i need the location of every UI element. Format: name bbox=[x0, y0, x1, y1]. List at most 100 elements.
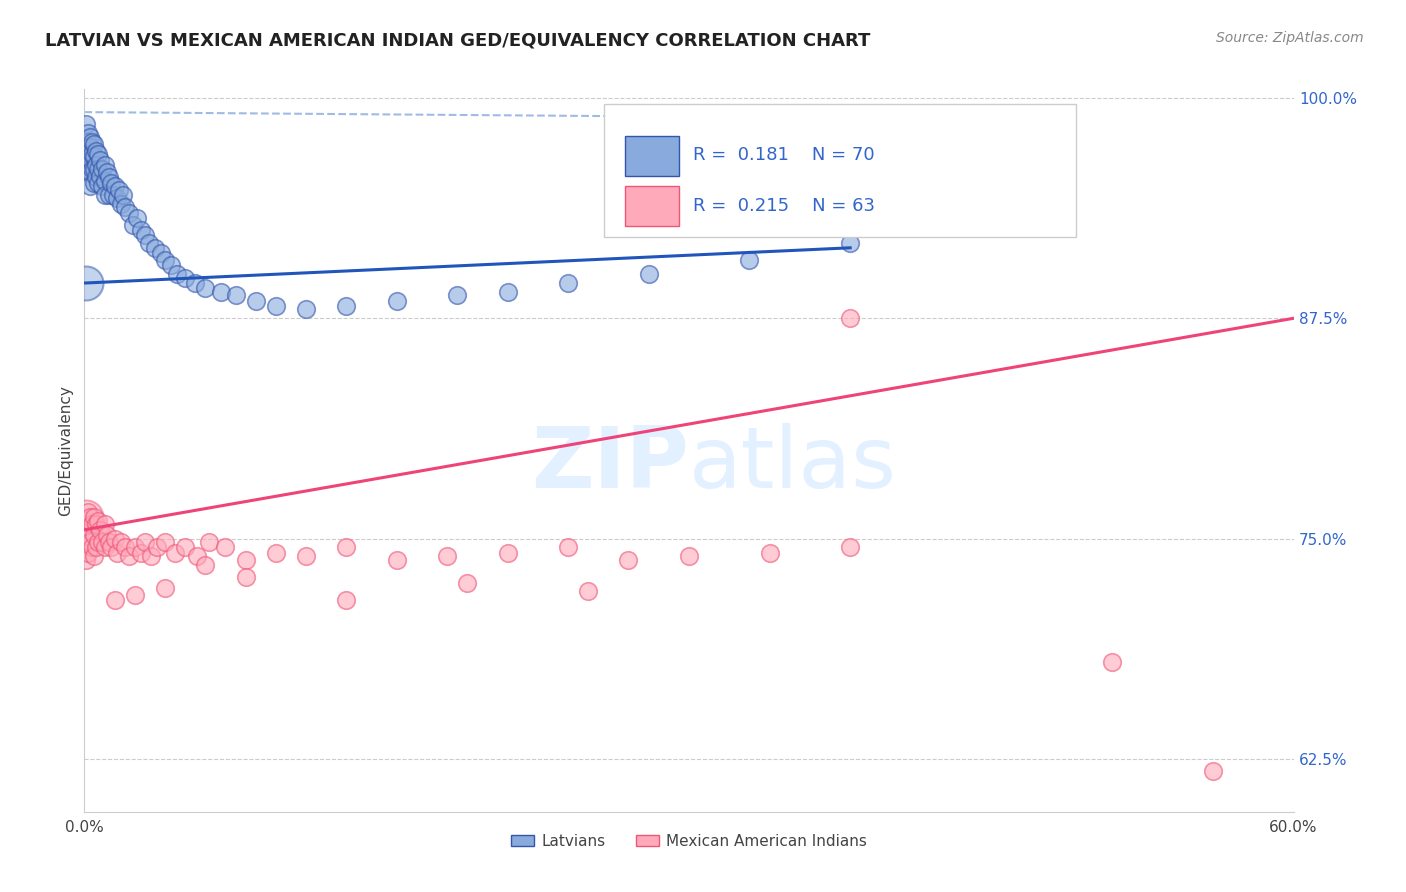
Point bbox=[153, 581, 176, 595]
Point bbox=[77, 505, 100, 519]
Point bbox=[385, 293, 408, 308]
Point bbox=[436, 549, 458, 564]
Legend: Latvians, Mexican American Indians: Latvians, Mexican American Indians bbox=[505, 828, 873, 855]
Point bbox=[678, 549, 700, 564]
Point bbox=[77, 161, 100, 176]
Point bbox=[839, 235, 862, 250]
Point bbox=[264, 546, 287, 560]
Point bbox=[165, 546, 187, 560]
Point bbox=[295, 549, 318, 564]
Point bbox=[79, 179, 101, 194]
Point bbox=[235, 552, 257, 566]
Point bbox=[194, 558, 217, 572]
Point bbox=[335, 299, 357, 313]
Point bbox=[1101, 655, 1123, 669]
Point bbox=[79, 129, 101, 144]
Point bbox=[75, 552, 97, 566]
Point bbox=[111, 188, 134, 202]
Point bbox=[82, 147, 104, 161]
Point bbox=[93, 517, 115, 532]
Bar bbox=[624, 136, 679, 176]
Point bbox=[97, 535, 120, 549]
Text: ZIP: ZIP bbox=[531, 424, 689, 507]
Point bbox=[79, 153, 101, 167]
Point bbox=[118, 549, 141, 564]
Point bbox=[87, 176, 110, 190]
Point bbox=[97, 170, 120, 185]
Point bbox=[143, 241, 166, 255]
Point bbox=[839, 311, 862, 326]
Point bbox=[385, 552, 408, 566]
Point bbox=[93, 158, 115, 172]
Point bbox=[83, 149, 105, 163]
Point bbox=[186, 549, 208, 564]
Point bbox=[335, 541, 357, 555]
Point bbox=[153, 253, 176, 268]
Point bbox=[86, 517, 108, 532]
Point bbox=[758, 546, 780, 560]
Point bbox=[174, 270, 197, 285]
Point bbox=[75, 118, 97, 132]
Point bbox=[637, 267, 659, 281]
Point bbox=[75, 514, 97, 528]
Point bbox=[93, 174, 115, 188]
Point bbox=[82, 517, 104, 532]
Point bbox=[75, 156, 97, 170]
Point bbox=[79, 510, 101, 524]
Point bbox=[124, 541, 146, 555]
Point bbox=[87, 514, 110, 528]
Point bbox=[446, 288, 468, 302]
Point bbox=[245, 293, 267, 308]
Text: R =  0.181    N = 70: R = 0.181 N = 70 bbox=[693, 146, 875, 164]
Point bbox=[110, 535, 132, 549]
Point bbox=[738, 253, 761, 268]
Point bbox=[91, 535, 114, 549]
Point bbox=[97, 188, 120, 202]
Point bbox=[198, 535, 221, 549]
Point bbox=[557, 541, 579, 555]
Point bbox=[129, 546, 152, 560]
Point bbox=[79, 165, 101, 179]
Point bbox=[79, 535, 101, 549]
Point bbox=[153, 535, 176, 549]
Point bbox=[79, 140, 101, 154]
Point bbox=[77, 135, 100, 149]
Point bbox=[96, 165, 118, 179]
Point bbox=[100, 541, 122, 555]
Point bbox=[93, 541, 115, 555]
Point bbox=[86, 170, 108, 185]
Point bbox=[82, 135, 104, 149]
Point bbox=[134, 535, 156, 549]
Point bbox=[86, 144, 108, 158]
Point bbox=[75, 510, 97, 524]
Point bbox=[295, 302, 318, 317]
Point bbox=[160, 259, 183, 273]
Point bbox=[617, 552, 640, 566]
Point bbox=[138, 235, 160, 250]
Point bbox=[1202, 764, 1225, 779]
Point bbox=[184, 276, 207, 290]
Point bbox=[235, 570, 257, 584]
Point bbox=[264, 299, 287, 313]
Point bbox=[87, 161, 110, 176]
Point bbox=[83, 549, 105, 564]
FancyBboxPatch shape bbox=[605, 103, 1076, 237]
Point bbox=[89, 153, 111, 167]
Point bbox=[110, 196, 132, 211]
Point bbox=[214, 541, 236, 555]
Point bbox=[125, 211, 148, 225]
Point bbox=[166, 267, 188, 281]
Point bbox=[100, 176, 122, 190]
Point bbox=[139, 549, 162, 564]
Point bbox=[105, 191, 128, 205]
Point bbox=[225, 288, 247, 302]
Point bbox=[87, 147, 110, 161]
Point bbox=[83, 136, 105, 151]
Point bbox=[77, 523, 100, 537]
Point bbox=[86, 541, 108, 555]
Point bbox=[82, 161, 104, 176]
Point bbox=[96, 528, 118, 542]
Point bbox=[77, 126, 100, 140]
Point bbox=[839, 541, 862, 555]
Point bbox=[496, 285, 519, 299]
